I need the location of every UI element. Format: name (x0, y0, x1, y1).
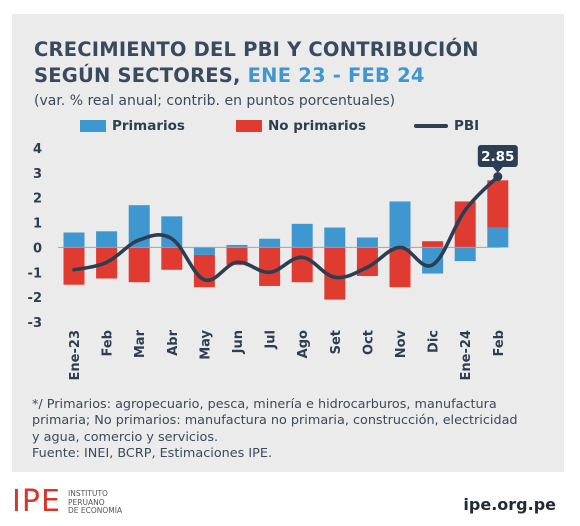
x-tick-label: Feb (492, 330, 507, 356)
x-tick-label: Ene-23 (68, 330, 83, 380)
bar-no-primarios (422, 241, 444, 248)
logo-text-line3: DE ECONOMÍA (68, 506, 123, 515)
footnote: */ Primarios: agropecuario, pesca, miner… (32, 397, 557, 463)
y-tick-label: 2 (33, 192, 42, 207)
legend-primarios: Primarios (80, 118, 185, 136)
x-tick-label: Jul (264, 330, 279, 350)
site-url[interactable]: ipe.org.pe (463, 495, 556, 514)
x-tick-label: Jun (231, 330, 246, 354)
bar-no-primarios (128, 247, 150, 283)
logo-text: INSTITUTO PERUANO DE ECONOMÍA (68, 489, 123, 516)
x-tick-label: May (198, 329, 213, 359)
x-tick-label: Nov (394, 329, 409, 358)
x-tick-label: Abr (166, 329, 181, 355)
bar-no-primarios (63, 247, 85, 285)
x-tick-label: Mar (133, 329, 148, 358)
y-tick-label: 1 (33, 217, 42, 232)
legend-pbi: PBI (414, 118, 479, 136)
annotation-label: 2.85 (481, 149, 514, 165)
pbi-line (72, 174, 500, 283)
chart-title-line1: CRECIMIENTO DEL PBI Y CONTRIBUCIÓN (34, 38, 479, 61)
legend-swatch-pbi (414, 124, 448, 128)
x-tick-label: Dic (427, 330, 442, 353)
legend-swatch-primarios (80, 120, 106, 132)
y-tick-label: 3 (33, 167, 42, 182)
y-tick-label: -2 (28, 291, 42, 306)
bar-no-primarios (291, 247, 313, 283)
logo-text-line1: INSTITUTO (68, 489, 108, 498)
chart-subtitle: (var. % real anual; contrib. en puntos p… (34, 93, 396, 109)
bar-primarios (226, 244, 248, 248)
x-tick-label: Feb (101, 330, 116, 356)
bar-primarios (389, 201, 411, 248)
bar-no-primarios (487, 180, 509, 228)
bar-primarios (487, 227, 509, 248)
chart-title-prefix: SEGÚN SECTORES, (34, 64, 241, 87)
x-tick-label: Set (329, 330, 344, 354)
bar-no-primarios (161, 247, 183, 270)
bar-primarios (291, 223, 313, 248)
bar-no-primarios (324, 247, 346, 300)
x-tick-label: Oct (361, 330, 376, 355)
footnote-line3: y agua, comercio y servicios. (32, 429, 219, 445)
bar-primarios (161, 216, 183, 248)
bar-primarios (259, 238, 281, 248)
bar-primarios (422, 247, 444, 274)
bar-primarios (96, 231, 118, 248)
bar-no-primarios (454, 201, 476, 248)
pbi-point-last (493, 172, 503, 182)
legend-label-primarios: Primarios (112, 118, 185, 134)
chart-title-line2: SEGÚN SECTORES, ENE 23 - FEB 24 (34, 64, 425, 87)
logo-text-line2: PERUANO (68, 497, 105, 507)
annotation-box (477, 145, 518, 167)
bar-no-primarios (226, 247, 248, 265)
annotation-pointer (492, 167, 503, 173)
chart-title-period: ENE 23 - FEB 24 (247, 64, 425, 87)
chart-plot: 4 3 2 1 0 -1 -2 -3 2.85 Ene-23 Feb Mar Abr May Jun Jul A… (28, 142, 518, 380)
bar-primarios (356, 237, 378, 248)
x-tick-label: Ago (296, 330, 311, 358)
bar-primarios (324, 227, 346, 248)
y-tick-label: -3 (28, 316, 42, 331)
legend-label-no-primarios: No primarios (268, 118, 366, 134)
bar-primarios (454, 247, 476, 262)
x-tick-label: Ene-24 (459, 330, 474, 380)
bar-primarios (193, 247, 215, 255)
legend-label-pbi: PBI (454, 118, 480, 134)
footnote-line2: primaria; No primarios: manufactura no p… (32, 413, 518, 429)
footnote-line1: */ Primarios: agropecuario, pesca, miner… (32, 397, 497, 412)
logo-mark: IPE (12, 484, 61, 519)
bar-primarios (63, 232, 85, 248)
footnote-source: Fuente: INEI, BCRP, Estimaciones IPE. (32, 446, 273, 462)
y-tick-label: 0 (33, 241, 42, 256)
bar-no-primarios (389, 247, 411, 288)
legend-no-primarios: No primarios (236, 118, 366, 136)
y-tick-label: 4 (33, 142, 42, 157)
y-tick-label: -1 (28, 266, 42, 281)
legend-swatch-no-primarios (236, 120, 262, 132)
bar-no-primarios (259, 247, 281, 286)
